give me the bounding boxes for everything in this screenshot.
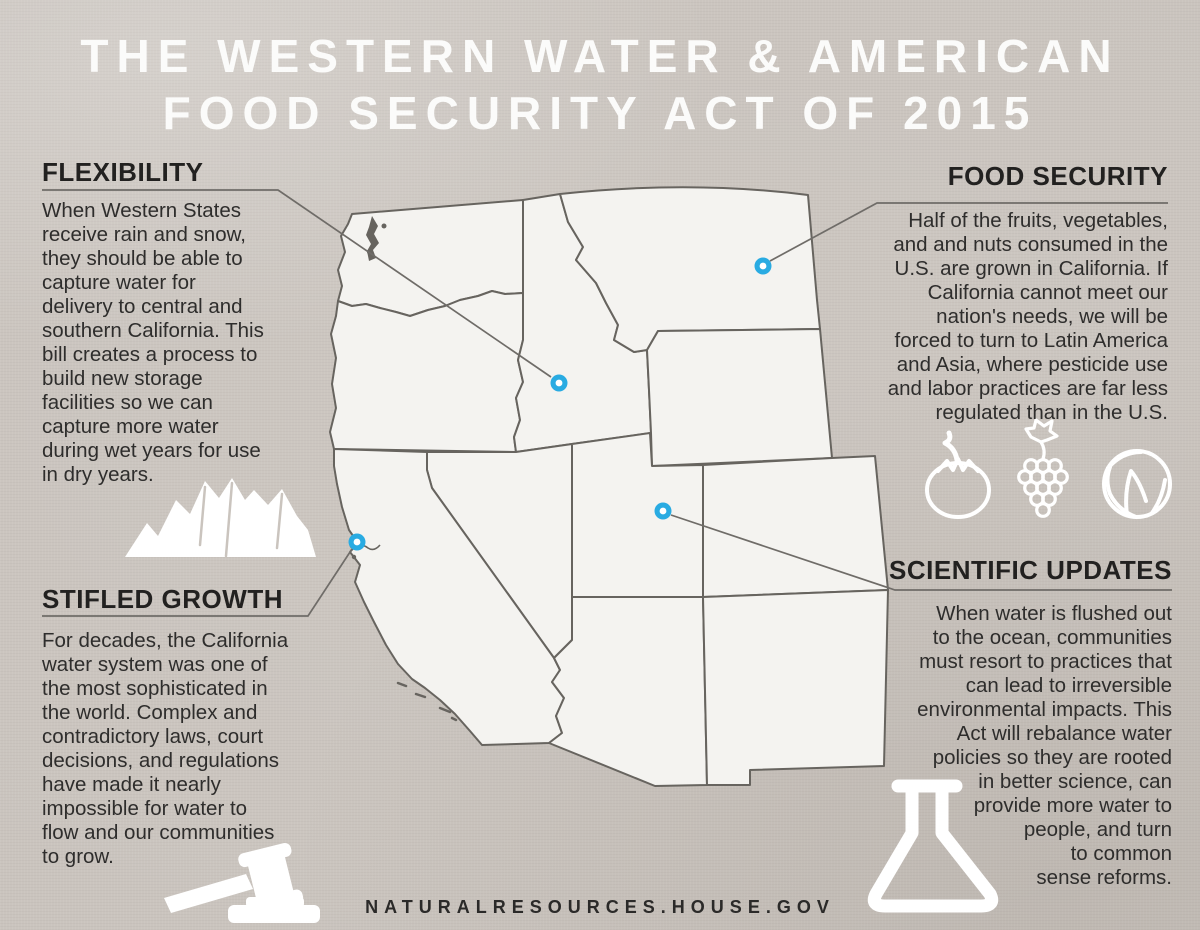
state-oregon — [329, 290, 524, 453]
cabbage-icon — [1102, 449, 1172, 519]
sf-bay-detail — [351, 554, 357, 560]
puget-island-detail — [381, 223, 387, 229]
flask-icon — [867, 779, 999, 913]
state-colorado — [702, 455, 889, 598]
state-arizona — [548, 596, 708, 787]
leader-food-security — [769, 202, 1168, 262]
website-url: NATURALRESOURCES.HOUSE.GOV — [365, 897, 835, 917]
state-wyoming — [646, 328, 833, 467]
gavel-icon — [164, 842, 320, 923]
state-montana — [559, 186, 821, 353]
scientific-updates-heading: SCIENTIFIC UPDATES — [889, 555, 1172, 585]
mountains-icon — [125, 478, 316, 558]
poster-title: THE WESTERN WATER & AMERICAN FOOD SECURI… — [80, 30, 1120, 139]
grapes-icon — [1017, 418, 1069, 518]
food-security-heading: FOOD SECURITY — [947, 161, 1168, 191]
marker-utah — [654, 502, 672, 520]
map-details — [349, 216, 458, 722]
scientific-updates-body: When water is flushed out to the ocean, … — [917, 602, 1172, 889]
channel-islands-detail — [396, 681, 458, 722]
leader-stifled-growth — [42, 548, 353, 617]
puget-sound-detail — [366, 216, 379, 261]
western-states-map — [329, 186, 889, 787]
flexibility-body: When Western States receive rain and sno… — [42, 199, 264, 486]
marker-california — [348, 533, 366, 551]
icons-layer — [125, 418, 1172, 923]
stifled-growth-heading: STIFLED GROWTH — [42, 584, 283, 614]
leader-lines — [42, 189, 1172, 617]
state-new-mexico — [702, 589, 889, 786]
food-security-body: Half of the fruits, vegetables, and and … — [887, 209, 1168, 424]
leader-flexibility — [42, 189, 552, 378]
leader-scientific-updates — [670, 514, 1172, 591]
map-markers — [348, 257, 772, 551]
tomato-icon — [925, 430, 991, 519]
flexibility-heading: FLEXIBILITY — [42, 157, 204, 187]
marker-montana — [754, 257, 772, 275]
marker-idaho — [550, 374, 568, 392]
stifled-growth-body: For decades, the California water system… — [42, 629, 289, 868]
